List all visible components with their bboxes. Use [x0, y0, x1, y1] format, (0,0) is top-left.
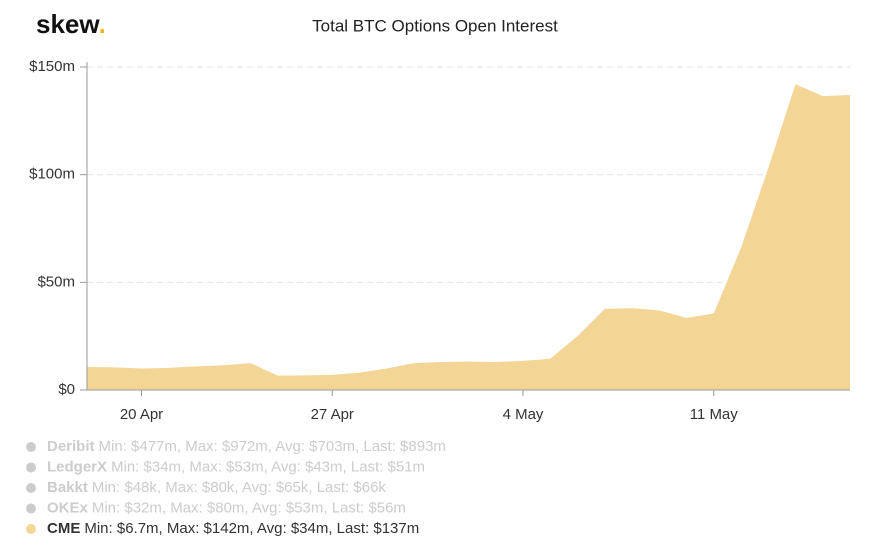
legend-entry[interactable]: Bakkt Min: $48k, Max: $80k, Avg: $65k, La…: [47, 479, 386, 496]
y-tick-label: $0: [58, 381, 75, 398]
legend-marker: [26, 524, 36, 534]
legend-name[interactable]: LedgerX: [47, 458, 107, 475]
y-tick-label: $100m: [29, 166, 75, 183]
legend-name[interactable]: CME: [47, 520, 80, 537]
x-tick-label: 27 Apr: [311, 406, 354, 423]
legend-entry[interactable]: OKEx Min: $32m, Max: $80m, Avg: $53m, Las…: [47, 499, 406, 516]
x-tick-label: 4 May: [503, 406, 544, 423]
y-tick-label: $150m: [29, 58, 75, 75]
legend-marker: [26, 442, 36, 452]
y-tick-label: $50m: [37, 273, 75, 290]
legend-stats: Min: $6.7m, Max: $142m, Avg: $34m, Last:…: [84, 520, 419, 537]
legend-stats: Min: $32m, Max: $80m, Avg: $53m, Last: $…: [92, 499, 406, 516]
legend-name[interactable]: Bakkt: [47, 479, 88, 496]
x-tick-label: 11 May: [690, 406, 739, 423]
legend-name[interactable]: Deribit: [47, 438, 95, 455]
legend-stats: Min: $477m, Max: $972m, Avg: $703m, Last…: [99, 438, 446, 455]
legend-stats: Min: $48k, Max: $80k, Avg: $65k, Last: $…: [92, 479, 387, 496]
legend-entry[interactable]: LedgerX Min: $34m, Max: $53m, Avg: $43m, …: [47, 458, 425, 475]
legend-marker: [26, 462, 36, 473]
chart-title: Total BTC Options Open Interest: [312, 16, 558, 35]
legend-marker: [26, 483, 36, 493]
logo: skew.: [36, 9, 106, 39]
x-tick-label: 20 Apr: [120, 406, 163, 423]
area: [87, 84, 850, 390]
legend-entry[interactable]: CME Min: $6.7m, Max: $142m, Avg: $34m, La…: [47, 520, 419, 537]
legend-stats: Min: $34m, Max: $53m, Avg: $43m, Last: $…: [111, 458, 425, 475]
legend-marker: [26, 503, 36, 514]
legend-entry[interactable]: Deribit Min: $477m, Max: $972m, Avg: $703…: [47, 438, 446, 455]
legend-name[interactable]: OKEx: [47, 499, 89, 516]
